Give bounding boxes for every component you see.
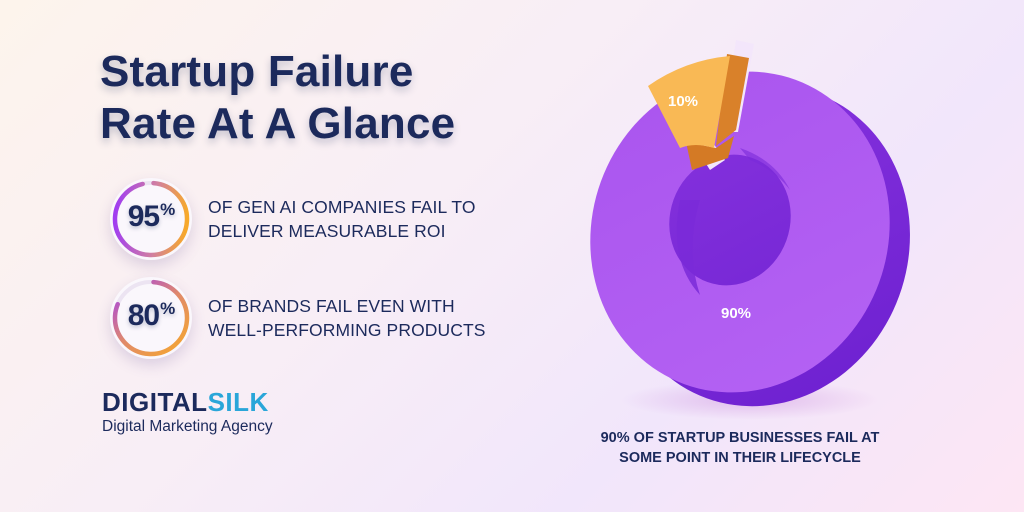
slice-label-90: 90% xyxy=(721,305,751,322)
progress-ring-95: 95% xyxy=(110,178,192,260)
progress-ring-80: 80% xyxy=(110,277,192,359)
ring-gauge-icon xyxy=(112,279,190,357)
hole-wall-top xyxy=(740,148,790,190)
slice-10 xyxy=(648,54,749,170)
stat-value: 95% xyxy=(127,200,176,233)
page-title: Startup Failure Rate At A Glance xyxy=(100,46,455,150)
hole-wall xyxy=(676,200,700,295)
title-line-2: Rate At A Glance xyxy=(100,99,456,148)
ring-gauge-icon xyxy=(112,180,190,258)
stat-gen-ai: 95% OF GEN AI COMPANIES FAIL TO DELIVER … xyxy=(110,178,498,260)
stat-brands: 80% OF BRANDS FAIL EVEN WITH WELL-PERFOR… xyxy=(110,277,498,359)
logo-tagline: Digital Marketing Agency xyxy=(102,418,273,435)
donut-chart: 10% 90% xyxy=(590,40,910,407)
caption-line-1: 90% OF STARTUP BUSINESSES FAIL AT xyxy=(600,430,880,446)
stat-description: OF GEN AI COMPANIES FAIL TO DELIVER MEAS… xyxy=(208,195,498,243)
slice-label-10: 10% xyxy=(668,93,698,110)
stat-value: 80% xyxy=(127,299,176,332)
stat-line-2: DELIVER MEASURABLE ROI xyxy=(208,221,446,241)
stat-line-1: OF GEN AI COMPANIES FAIL TO xyxy=(208,197,476,217)
slice-90 xyxy=(590,71,890,393)
stat-line-1: OF BRANDS FAIL EVEN WITH xyxy=(208,296,455,316)
stat-line-2: WELL-PERFORMING PRODUCTS xyxy=(208,320,486,340)
caption-line-2: SOME POINT IN THEIR LIFECYCLE xyxy=(619,450,861,466)
brand-logo: DIGITALSILK Digital Marketing Agency xyxy=(102,388,273,436)
logo-wordmark: DIGITALSILK xyxy=(102,387,269,417)
title-line-1: Startup Failure xyxy=(100,47,414,96)
stat-description: OF BRANDS FAIL EVEN WITH WELL-PERFORMING… xyxy=(208,294,498,342)
chart-caption: 90% OF STARTUP BUSINESSES FAIL AT SOME P… xyxy=(560,428,920,468)
